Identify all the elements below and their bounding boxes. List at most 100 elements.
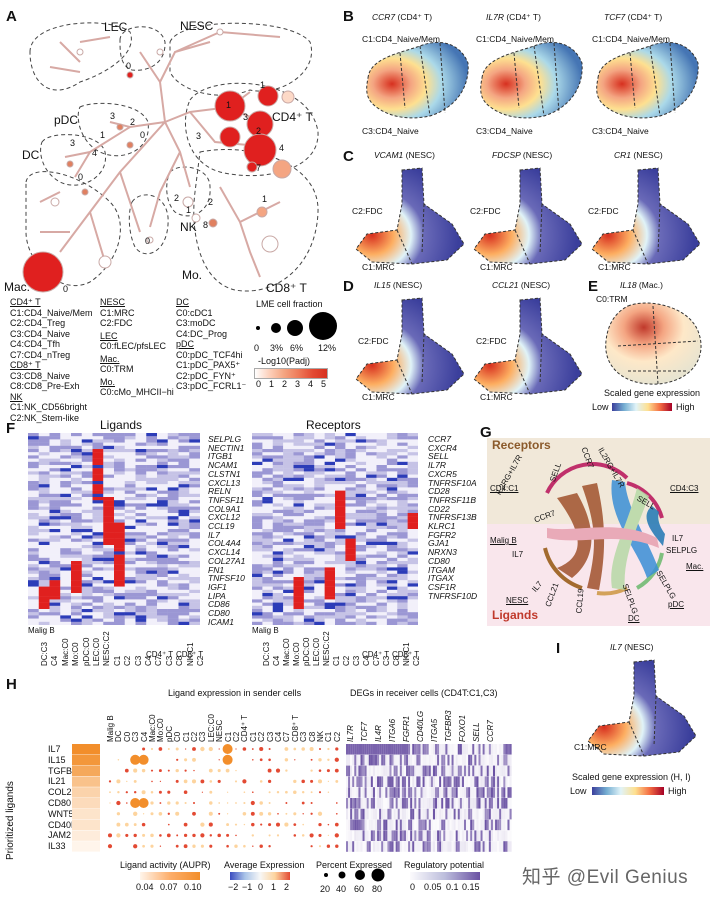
heatmap-cell: [324, 609, 336, 613]
dot: [243, 844, 246, 848]
reg-cell: [466, 776, 469, 787]
heatmap-cell: [114, 503, 125, 507]
heatmap-cell: [314, 461, 325, 466]
heatmap-cell: [103, 599, 115, 603]
reg-cell: [428, 765, 431, 777]
reg-cell: [463, 754, 467, 766]
heatmap-cell: [252, 519, 263, 523]
h-col-header: C3: [131, 731, 141, 742]
heatmap-cell: [81, 500, 93, 504]
umap-top-label: C2:FDC: [470, 206, 501, 216]
heatmap-cell: [178, 465, 190, 469]
reg-cell: [383, 787, 386, 798]
reg-cell: [422, 776, 425, 787]
heatmap-cell: [157, 468, 168, 472]
heatmap-cell: [355, 535, 367, 539]
reg-cell: [507, 744, 510, 755]
heatmap-cell: [386, 621, 398, 626]
heatmap-cell: [262, 541, 273, 546]
reg-cell: [403, 819, 407, 831]
heatmap-cell: [92, 458, 104, 462]
reg-cell: [466, 798, 469, 809]
reg-cell: [447, 765, 450, 777]
heatmap-cell: [146, 468, 158, 472]
reg-cell: [420, 808, 423, 820]
heatmap-cell: [146, 513, 158, 517]
heatmap-cell: [124, 468, 136, 472]
reg-cell: [385, 776, 388, 787]
heatmap-cell: [167, 468, 179, 472]
reg-cell: [503, 819, 506, 831]
reg-cell: [346, 808, 349, 820]
heatmap-cell: [293, 577, 305, 581]
reg-cell: [401, 744, 404, 755]
heatmap-cell: [366, 557, 377, 562]
reg-cell: [466, 787, 469, 798]
heatmap-cell: [135, 580, 147, 584]
reg-cell: [476, 787, 479, 798]
heatmap-cell: [178, 458, 190, 462]
reg-cell: [412, 819, 415, 831]
reg-cell: [416, 830, 419, 841]
heatmap-cell: [397, 449, 408, 453]
heatmap-cell: [60, 439, 72, 443]
reg-cell: [430, 830, 433, 841]
reg-cell: [478, 776, 481, 787]
reg-cell: [379, 744, 382, 755]
heatmap-cell: [262, 545, 273, 549]
heatmap-cell: [355, 525, 367, 530]
reg-cell: [459, 819, 462, 831]
heatmap-cell: [49, 493, 61, 498]
dot: [301, 790, 305, 794]
heatmap-cell: [81, 586, 93, 590]
reg-cell: [430, 776, 433, 787]
legend-nk-item: C2:NK_Stem-like: [10, 412, 80, 423]
heatmap-cell: [103, 589, 115, 594]
dot: [301, 801, 305, 805]
reg-cell: [478, 841, 481, 852]
heatmap-cell: [345, 529, 356, 533]
dot: [234, 780, 238, 783]
heatmap-cell: [262, 493, 273, 498]
heatmap-cell: [157, 596, 168, 600]
heatmap-cell: [178, 471, 190, 475]
heatmap-cell: [157, 557, 168, 562]
col-label: DC:C3: [40, 641, 49, 666]
heatmap-cell: [135, 561, 147, 565]
heatmap-cell: [60, 500, 72, 504]
reg-cell: [441, 765, 444, 777]
reg-cell: [503, 765, 506, 777]
dot: [142, 833, 146, 837]
dot: [125, 802, 128, 804]
umap-cell: (NESC): [522, 150, 553, 160]
leg-aupr-label: 0.10: [184, 882, 202, 892]
reg-cell: [379, 808, 382, 820]
reg-cell: [366, 808, 369, 820]
reg-cell: [422, 754, 425, 766]
heatmap-cell: [60, 452, 72, 456]
heatmap-cell: [272, 461, 284, 466]
umap-cell: (NESC): [633, 150, 663, 160]
heatmap-cell: [397, 554, 408, 558]
heatmap-cell: [345, 477, 356, 482]
heatmap-cell: [71, 497, 82, 501]
reg-cell: [350, 798, 353, 809]
umap-cell: (CD4⁺ T): [506, 12, 541, 22]
heatmap-cell: [81, 589, 93, 594]
watermark: 知乎 @Evil Genius: [522, 867, 689, 888]
reg-cell: [383, 754, 386, 766]
dot: [116, 812, 121, 816]
gene-label: CXCL13: [208, 477, 241, 488]
reg-cell: [377, 776, 380, 787]
reg-cell: [507, 765, 510, 777]
heatmap-cell: [376, 452, 388, 456]
heatmap-cell: [60, 609, 72, 613]
reg-cell: [383, 819, 386, 831]
heatmap-cell: [303, 602, 315, 606]
reg-cell: [422, 798, 425, 809]
heatmap-cell: [38, 602, 50, 606]
heatmap-cell: [293, 564, 305, 568]
reg-cell: [505, 787, 508, 798]
heatmap-cell: [293, 436, 305, 440]
umap-gene: TCF7: [604, 12, 626, 22]
